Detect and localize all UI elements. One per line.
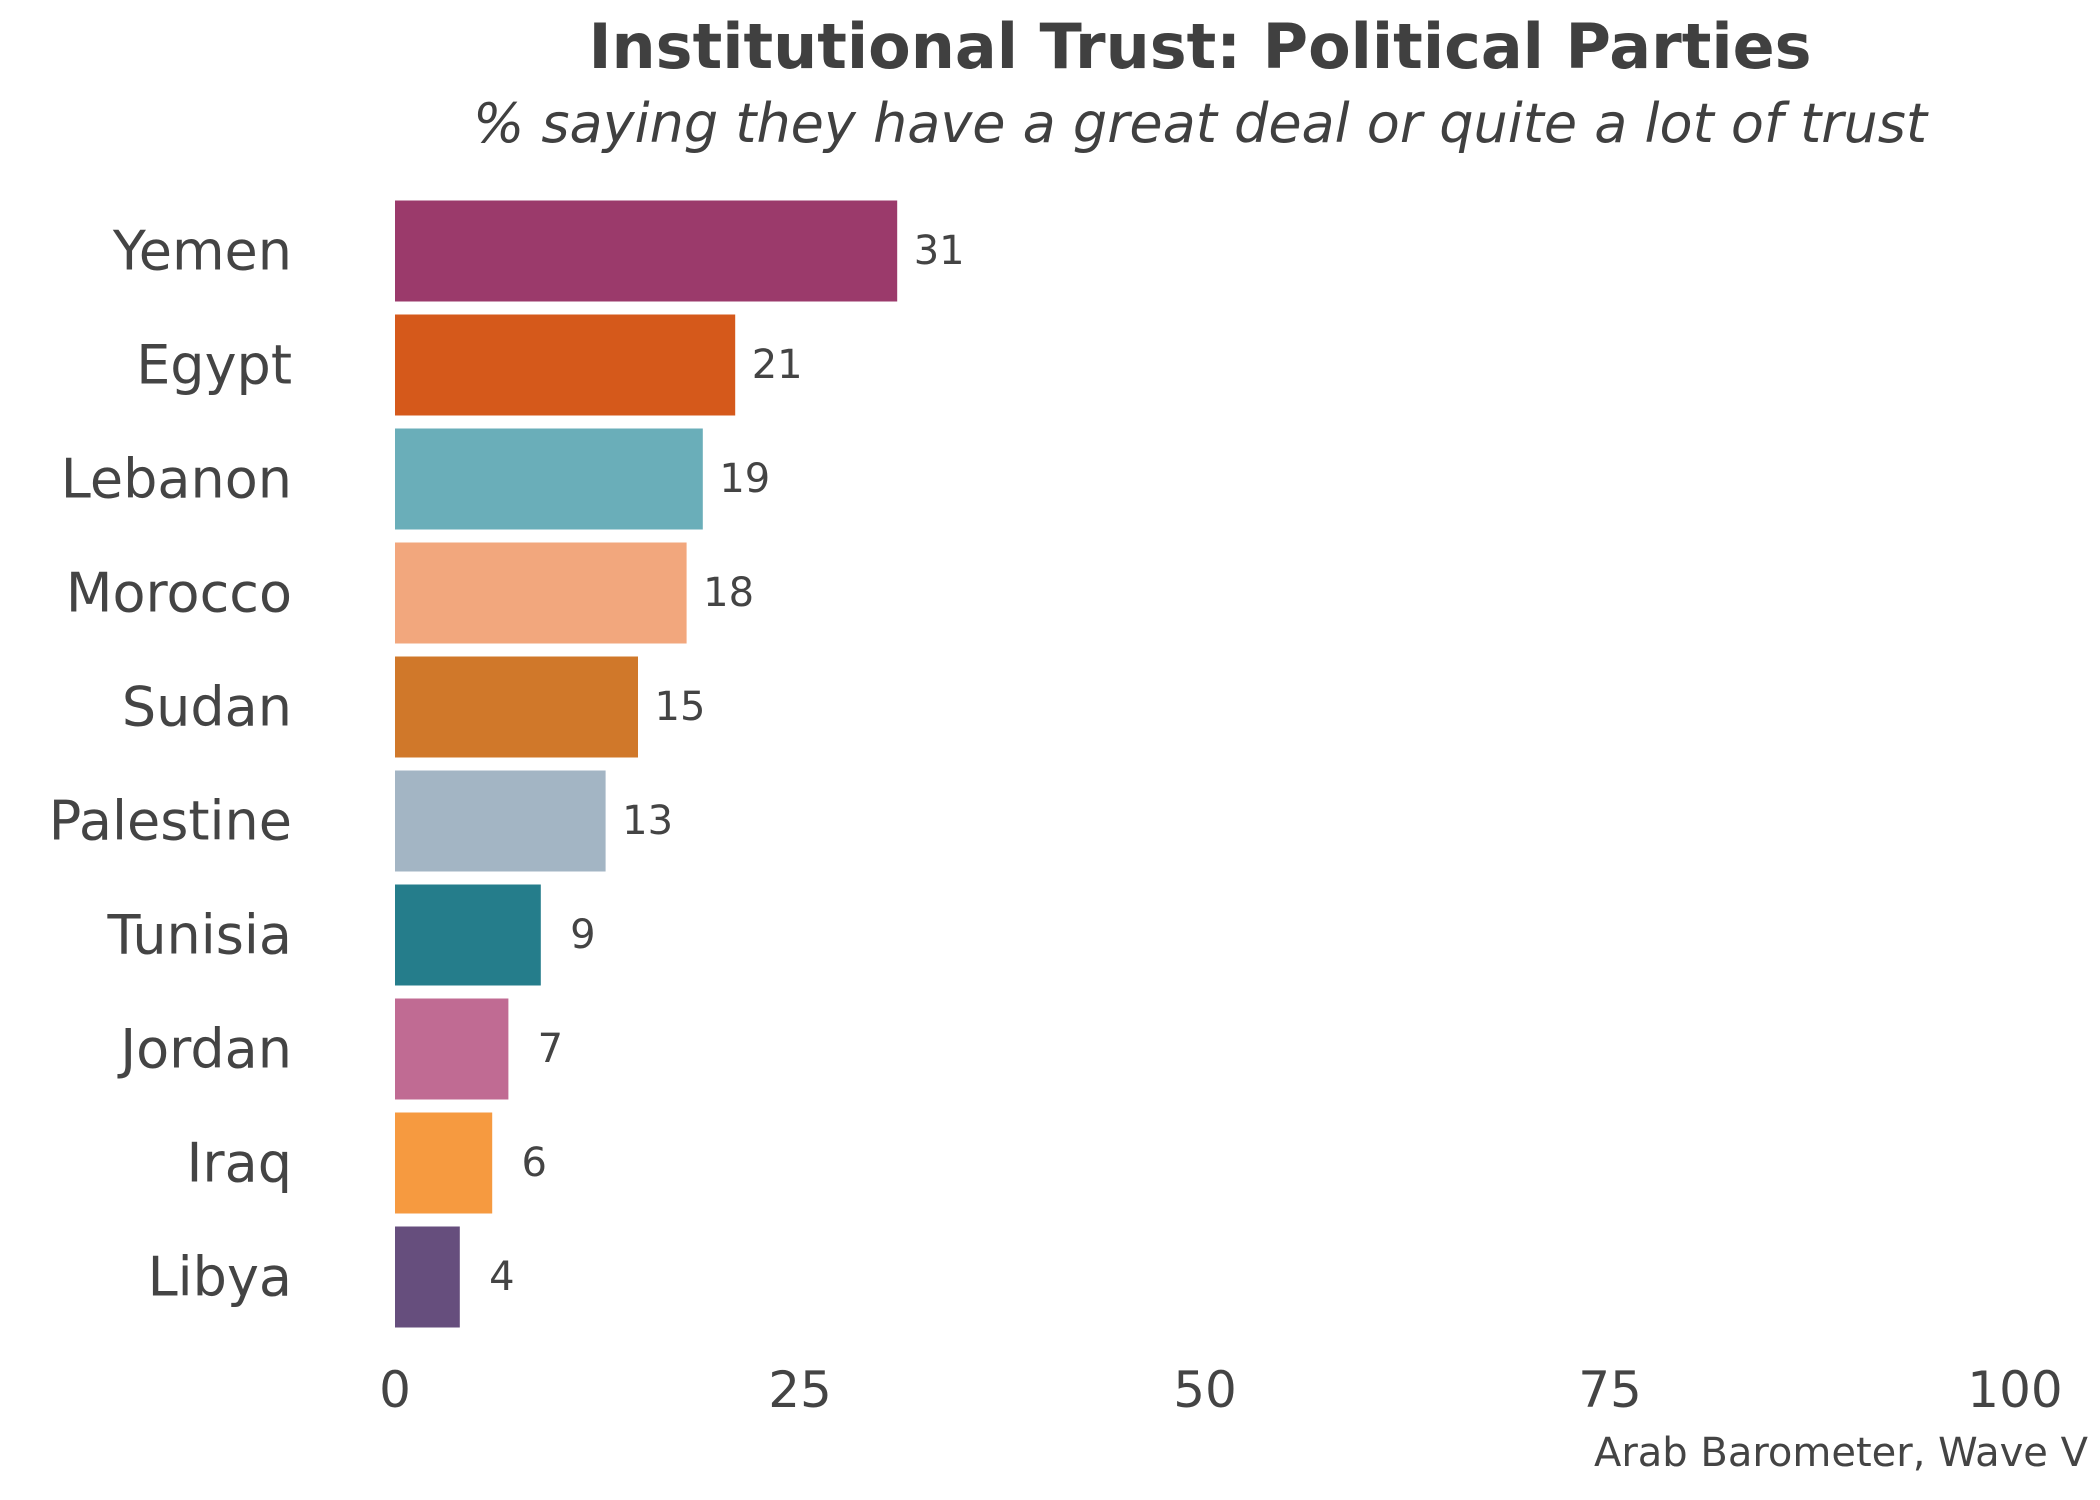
chart-subtitle: % saying they have a great deal or quite… — [472, 92, 1928, 155]
category-label-palestine: Palestine — [49, 790, 292, 853]
category-label-morocco: Morocco — [66, 562, 292, 625]
bar-iraq — [395, 1112, 493, 1214]
bar-palestine — [395, 770, 606, 872]
category-label-lebanon: Lebanon — [61, 448, 292, 511]
x-tick-label-25: 25 — [768, 1361, 832, 1419]
bar-jordan — [395, 998, 509, 1100]
chart-title: Institutional Trust: Political Parties — [588, 10, 1812, 83]
bar-lebanon — [395, 428, 703, 530]
category-label-yemen: Yemen — [112, 220, 292, 283]
bar-libya — [395, 1226, 460, 1328]
chart-caption: Arab Barometer, Wave V — [1593, 1430, 2088, 1476]
category-label-libya: Libya — [148, 1246, 292, 1309]
value-label-egypt: 21 — [752, 342, 803, 388]
value-labels: 31 21 19 18 15 13 9 7 6 4 — [489, 228, 965, 1300]
category-labels: Yemen Egypt Lebanon Morocco Sudan Palestine Tu… — [49, 220, 292, 1309]
value-label-morocco: 18 — [703, 570, 754, 616]
x-tick-label-50: 50 — [1173, 1361, 1237, 1419]
x-axis-ticks: 0 25 50 75 100 — [379, 1361, 2063, 1419]
value-label-lebanon: 19 — [719, 456, 770, 502]
bar-morocco — [395, 542, 687, 644]
bar-egypt — [395, 314, 736, 416]
value-label-tunisia: 9 — [570, 912, 595, 958]
bar-yemen — [395, 200, 898, 302]
x-tick-label-75: 75 — [1578, 1361, 1642, 1419]
category-label-tunisia: Tunisia — [107, 904, 292, 967]
value-label-yemen: 31 — [914, 228, 965, 274]
x-tick-label-100: 100 — [1967, 1361, 2062, 1419]
category-label-iraq: Iraq — [187, 1132, 293, 1195]
bars-layer — [395, 200, 898, 1328]
category-label-sudan: Sudan — [122, 676, 292, 739]
category-label-jordan: Jordan — [117, 1018, 292, 1081]
bar-tunisia — [395, 884, 541, 986]
value-label-palestine: 13 — [622, 798, 673, 844]
value-label-libya: 4 — [489, 1254, 514, 1300]
value-label-sudan: 15 — [655, 684, 706, 730]
value-label-jordan: 7 — [538, 1026, 563, 1072]
value-label-iraq: 6 — [521, 1140, 546, 1186]
bar-sudan — [395, 656, 638, 758]
category-label-egypt: Egypt — [136, 334, 292, 397]
x-tick-label-0: 0 — [379, 1361, 411, 1419]
